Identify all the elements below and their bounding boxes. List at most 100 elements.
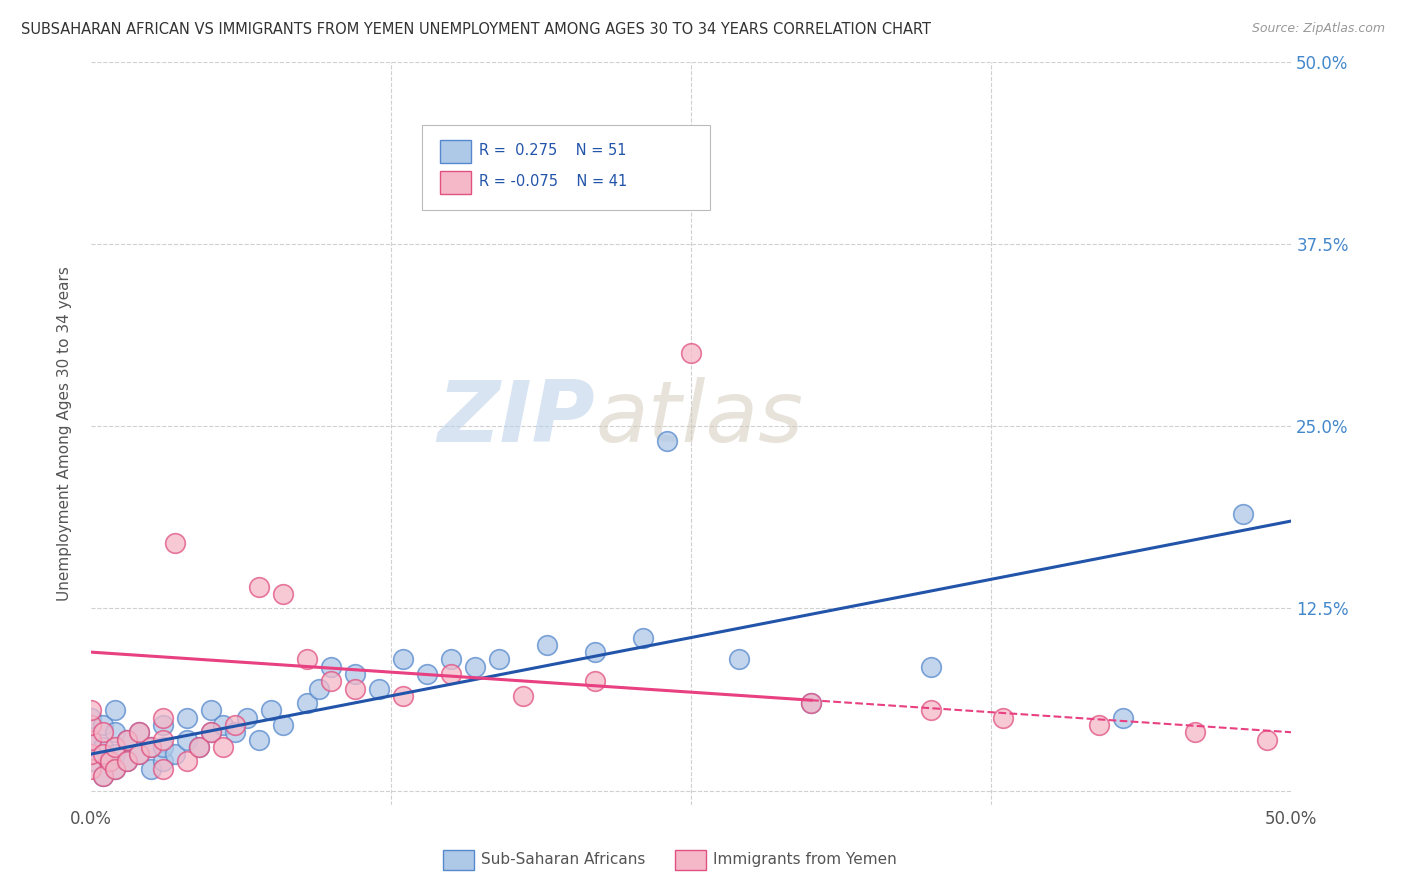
Point: [536, 638, 558, 652]
Point: [176, 711, 198, 725]
Point: [104, 762, 127, 776]
Point: [115, 755, 138, 769]
Point: [440, 667, 463, 681]
Point: [91, 718, 114, 732]
Point: [344, 667, 367, 681]
Point: [200, 725, 222, 739]
Point: [128, 747, 150, 761]
Point: [631, 631, 654, 645]
Point: [80, 762, 103, 776]
Point: [91, 769, 114, 783]
Point: [260, 703, 283, 717]
Point: [139, 739, 162, 754]
Point: [308, 681, 330, 696]
Text: R = -0.075    N = 41: R = -0.075 N = 41: [479, 175, 627, 189]
Text: atlas: atlas: [595, 377, 803, 460]
Point: [583, 674, 606, 689]
Point: [139, 762, 162, 776]
Point: [247, 732, 270, 747]
Point: [212, 739, 235, 754]
Point: [512, 689, 534, 703]
Point: [1112, 711, 1135, 725]
Text: R =  0.275    N = 51: R = 0.275 N = 51: [479, 144, 627, 158]
Point: [104, 747, 127, 761]
Point: [681, 346, 703, 360]
Point: [200, 725, 222, 739]
Point: [128, 747, 150, 761]
Text: Sub-Saharan Africans: Sub-Saharan Africans: [481, 853, 645, 867]
Point: [80, 711, 103, 725]
Point: [115, 732, 138, 747]
Text: SUBSAHARAN AFRICAN VS IMMIGRANTS FROM YEMEN UNEMPLOYMENT AMONG AGES 30 TO 34 YEA: SUBSAHARAN AFRICAN VS IMMIGRANTS FROM YE…: [21, 22, 931, 37]
Point: [392, 652, 415, 666]
Point: [80, 703, 103, 717]
Point: [91, 739, 114, 754]
Point: [80, 747, 103, 761]
Text: Source: ZipAtlas.com: Source: ZipAtlas.com: [1251, 22, 1385, 36]
Point: [800, 696, 823, 710]
Point: [200, 703, 222, 717]
Point: [176, 755, 198, 769]
Point: [80, 755, 103, 769]
Point: [152, 762, 174, 776]
Point: [295, 652, 318, 666]
Point: [91, 747, 114, 761]
Point: [920, 659, 942, 673]
Text: ZIP: ZIP: [437, 377, 595, 460]
Point: [104, 703, 127, 717]
Point: [728, 652, 751, 666]
Point: [91, 725, 114, 739]
Point: [583, 645, 606, 659]
Point: [440, 652, 463, 666]
Point: [115, 732, 138, 747]
Point: [1088, 718, 1111, 732]
Point: [98, 755, 121, 769]
Point: [368, 681, 391, 696]
Point: [139, 739, 162, 754]
Point: [319, 659, 342, 673]
Point: [464, 659, 486, 673]
Text: Immigrants from Yemen: Immigrants from Yemen: [713, 853, 897, 867]
Point: [80, 718, 103, 732]
Point: [163, 536, 186, 550]
Point: [920, 703, 942, 717]
Point: [224, 725, 246, 739]
Point: [163, 747, 186, 761]
Point: [236, 711, 259, 725]
Point: [800, 696, 823, 710]
Point: [224, 718, 246, 732]
Point: [1184, 725, 1206, 739]
Point: [655, 434, 678, 448]
Point: [104, 725, 127, 739]
Point: [416, 667, 439, 681]
Point: [80, 732, 103, 747]
Point: [1232, 507, 1254, 521]
Point: [319, 674, 342, 689]
Point: [152, 732, 174, 747]
Point: [1256, 732, 1278, 747]
Point: [295, 696, 318, 710]
Point: [488, 652, 510, 666]
Y-axis label: Unemployment Among Ages 30 to 34 years: Unemployment Among Ages 30 to 34 years: [58, 266, 72, 601]
Point: [152, 755, 174, 769]
Point: [98, 755, 121, 769]
Point: [993, 711, 1015, 725]
Point: [271, 718, 294, 732]
Point: [176, 732, 198, 747]
Point: [247, 580, 270, 594]
Point: [344, 681, 367, 696]
Point: [392, 689, 415, 703]
Point: [115, 755, 138, 769]
Point: [128, 725, 150, 739]
Point: [188, 739, 211, 754]
Point: [152, 711, 174, 725]
Point: [104, 762, 127, 776]
Point: [91, 769, 114, 783]
Point: [271, 587, 294, 601]
Point: [104, 739, 127, 754]
Point: [128, 725, 150, 739]
Point: [212, 718, 235, 732]
Point: [80, 732, 103, 747]
Point: [152, 718, 174, 732]
Point: [188, 739, 211, 754]
